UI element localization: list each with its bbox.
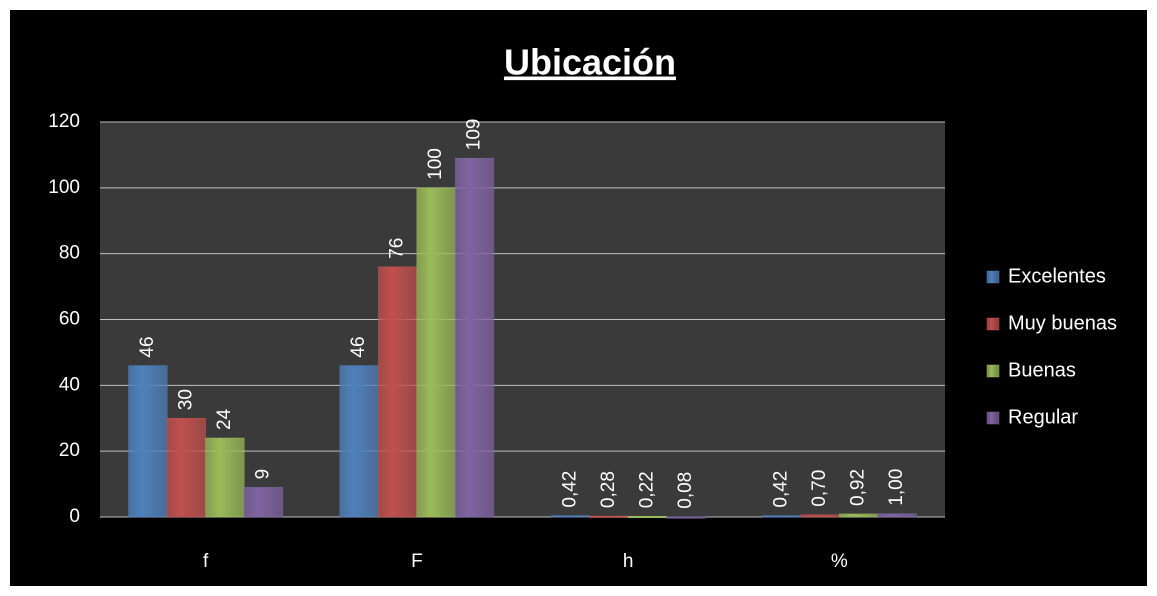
bar xyxy=(762,515,802,518)
y-tick-label: 120 xyxy=(48,111,80,132)
x-tick-label: F xyxy=(411,551,423,572)
bar xyxy=(166,418,206,518)
bar xyxy=(416,187,456,518)
legend-label: Buenas xyxy=(1008,359,1076,381)
bar xyxy=(877,513,917,518)
data-label: 0,08 xyxy=(675,472,696,509)
bar xyxy=(627,516,667,519)
bar xyxy=(839,513,879,518)
data-label: 0,22 xyxy=(636,471,657,508)
data-label: 30 xyxy=(175,389,196,410)
data-label: 46 xyxy=(137,336,158,357)
legend-marker xyxy=(986,317,1000,331)
data-label: 100 xyxy=(425,148,446,180)
bar xyxy=(666,516,706,519)
bar xyxy=(800,514,840,518)
bar xyxy=(243,487,283,518)
y-tick-label: 80 xyxy=(59,243,80,264)
bar xyxy=(205,437,245,518)
y-tick-label: 60 xyxy=(59,309,80,330)
bar xyxy=(455,157,495,518)
legend-marker xyxy=(986,364,1000,378)
data-label: 1,00 xyxy=(886,469,907,506)
data-label: 0,42 xyxy=(771,471,792,508)
y-tick-label: 100 xyxy=(48,177,80,198)
legend-label: Regular xyxy=(1008,406,1078,428)
data-label: 0,28 xyxy=(598,471,619,508)
chart-title: Ubicación xyxy=(504,42,676,83)
bar xyxy=(339,365,379,518)
legend-label: Excelentes xyxy=(1008,265,1106,287)
data-label: 9 xyxy=(252,469,273,480)
bar xyxy=(378,266,418,518)
bar xyxy=(589,515,629,518)
data-label: 24 xyxy=(214,408,235,430)
x-tick-label: f xyxy=(203,551,209,572)
data-label: 0,70 xyxy=(809,470,830,507)
bar xyxy=(128,365,168,518)
y-tick-label: 40 xyxy=(59,374,80,395)
data-label: 0,42 xyxy=(559,471,580,508)
bar xyxy=(550,515,590,518)
data-label: 109 xyxy=(464,119,485,151)
data-label: 0,92 xyxy=(848,469,869,506)
x-tick-label: h xyxy=(623,551,634,572)
legend-label: Muy buenas xyxy=(1008,312,1117,334)
y-tick-label: 0 xyxy=(69,506,80,527)
data-label: 46 xyxy=(348,336,369,357)
legend-marker xyxy=(986,411,1000,425)
data-label: 76 xyxy=(387,238,408,259)
y-tick-label: 20 xyxy=(59,440,80,461)
legend-marker xyxy=(986,270,1000,284)
x-tick-label: % xyxy=(831,551,848,572)
